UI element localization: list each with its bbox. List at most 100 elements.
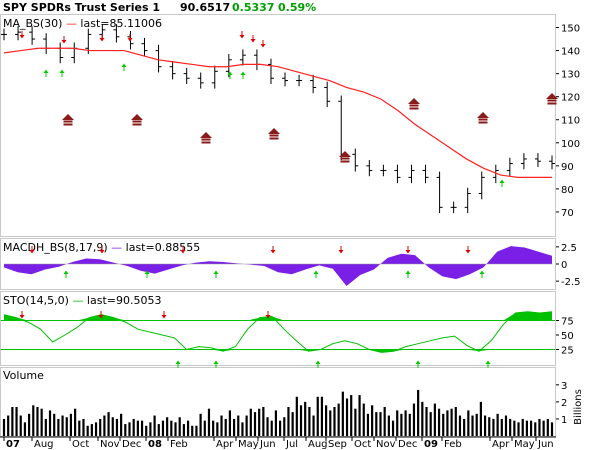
- buy-arrow-head-icon: [240, 71, 246, 75]
- sell-arrow-head-icon: [239, 35, 245, 39]
- price-change-pct: 0.59%: [278, 1, 316, 14]
- macd-panel-frame: [0, 238, 556, 290]
- price-y-tick-label: 110: [561, 116, 580, 127]
- x-tick-label: Feb: [170, 439, 188, 450]
- x-tick-label: May: [238, 439, 259, 450]
- macd-y-tick-label: 2.5: [561, 243, 577, 254]
- sell-arrow-head-icon: [180, 250, 186, 254]
- price-series-layer: 70 80 90 100 110 120 130 140 150: [1, 24, 580, 219]
- house-marker-base-icon: [478, 121, 488, 124]
- buy-arrow-head-icon: [313, 270, 319, 274]
- price-y-tick-label: 130: [561, 70, 580, 81]
- price-y-tick-label: 120: [561, 93, 580, 104]
- buy-arrow-head-icon: [499, 179, 505, 183]
- marker-layer: [19, 31, 558, 368]
- house-marker-icon: [268, 128, 280, 134]
- x-tick-label: 08: [148, 439, 162, 450]
- macd-y-tick-label: 0: [561, 260, 567, 271]
- buy-arrow-head-icon: [405, 270, 411, 274]
- panel-frames: [0, 14, 556, 437]
- x-tick-label: Nov: [376, 439, 396, 450]
- house-marker-base-icon: [201, 138, 211, 141]
- house-marker-base-icon: [63, 123, 73, 126]
- x-tick-label: Feb: [444, 439, 462, 450]
- house-marker-base-icon: [340, 157, 350, 160]
- sell-arrow-head-icon: [250, 39, 256, 43]
- x-tick-label: Apr: [216, 439, 234, 450]
- house-marker-icon: [339, 151, 351, 157]
- sell-arrow-head-icon: [260, 44, 266, 48]
- ma-legend-label: MA_BS(30) — last=85.11006: [3, 17, 162, 30]
- price-change: 0.5337: [232, 1, 274, 14]
- buy-arrow-head-icon: [415, 360, 421, 364]
- buy-arrow-head-icon: [213, 270, 219, 274]
- sto-panel-frame: [0, 291, 556, 366]
- house-marker-icon: [62, 114, 74, 120]
- macd-series-layer: 2.5 0 -2.5: [4, 243, 581, 288]
- buy-arrow-head-icon: [213, 360, 219, 364]
- x-tick-label: Nov: [100, 439, 120, 450]
- price-y-tick-label: 90: [561, 162, 574, 173]
- volume-series-layer: 1 2 3 Billions: [2, 381, 584, 436]
- house-marker-base-icon: [269, 137, 279, 140]
- house-marker-base-icon: [547, 102, 557, 105]
- buy-arrow-head-icon: [479, 270, 485, 274]
- last-price: 90.6517: [180, 1, 230, 14]
- x-tick-label: Jul: [285, 439, 298, 450]
- x-tick-label: Aug: [308, 439, 328, 450]
- house-marker-base-icon: [409, 107, 419, 110]
- price-y-tick-label: 150: [561, 24, 580, 35]
- price-y-tick-label: 70: [561, 208, 574, 219]
- sell-arrow-head-icon: [61, 40, 67, 44]
- sto-y-tick-label: 75: [561, 317, 574, 328]
- sell-arrow-head-icon: [338, 250, 344, 254]
- sell-arrow-head-icon: [405, 250, 411, 254]
- buy-arrow-head-icon: [43, 69, 49, 73]
- sell-arrow-head-icon: [265, 315, 271, 319]
- house-marker-base-icon: [478, 118, 488, 121]
- sell-arrow-head-icon: [270, 250, 276, 254]
- buy-arrow-head-icon: [315, 360, 321, 364]
- sell-arrow-head-icon: [465, 250, 471, 254]
- price-y-tick-label: 80: [561, 185, 574, 196]
- house-marker-base-icon: [132, 123, 142, 126]
- house-marker-icon: [200, 132, 212, 138]
- sell-arrow-head-icon: [98, 315, 104, 319]
- house-marker-base-icon: [547, 99, 557, 102]
- sto-y-tick-label: 25: [561, 346, 574, 357]
- price-y-tick-label: 100: [561, 139, 580, 150]
- sell-arrow-head-icon: [161, 315, 167, 319]
- sell-arrow-head-icon: [99, 250, 105, 254]
- x-tick-label: Jun: [259, 439, 276, 450]
- x-tick-label: May: [514, 439, 535, 450]
- buy-arrow-head-icon: [63, 270, 69, 274]
- price-y-tick-label: 140: [561, 47, 580, 58]
- sell-arrow-head-icon: [29, 250, 35, 254]
- house-marker-icon: [408, 98, 420, 104]
- x-tick-label: Apr: [492, 439, 510, 450]
- x-tick-label: Dec: [122, 439, 141, 450]
- macd-y-tick-label: -2.5: [561, 277, 581, 288]
- sell-arrow-head-icon: [127, 38, 133, 42]
- sto-series-layer: 75 50 25: [1, 311, 574, 357]
- buy-arrow-head-icon: [175, 360, 181, 364]
- axis-layer: 07 Aug Oct Nov Dec 08 Feb Apr May Jun Jul Aug Sep Oct…: [0, 436, 556, 450]
- x-tick-label: 07: [6, 439, 20, 450]
- x-tick-label: Oct: [72, 439, 89, 450]
- buy-arrow-head-icon: [485, 360, 491, 364]
- x-tick-label: Aug: [34, 439, 54, 450]
- sto-overbought-fill: [4, 311, 552, 321]
- x-tick-label: 09: [424, 439, 438, 450]
- x-tick-label: Jun: [537, 439, 554, 450]
- buy-arrow-head-icon: [227, 71, 233, 75]
- buy-arrow-head-icon: [144, 270, 150, 274]
- sto-legend-label: STO(14,5,0) — last=90.5053: [3, 294, 161, 307]
- house-marker-base-icon: [132, 120, 142, 123]
- sell-arrow-head-icon: [19, 35, 25, 39]
- volume-y-axis-label: Billions: [573, 389, 584, 425]
- buy-arrow-head-icon: [59, 69, 65, 73]
- house-marker-icon: [131, 114, 143, 120]
- sto-series-line: [3, 311, 553, 353]
- buy-arrow-head-icon: [121, 63, 127, 67]
- house-marker-icon: [546, 93, 558, 99]
